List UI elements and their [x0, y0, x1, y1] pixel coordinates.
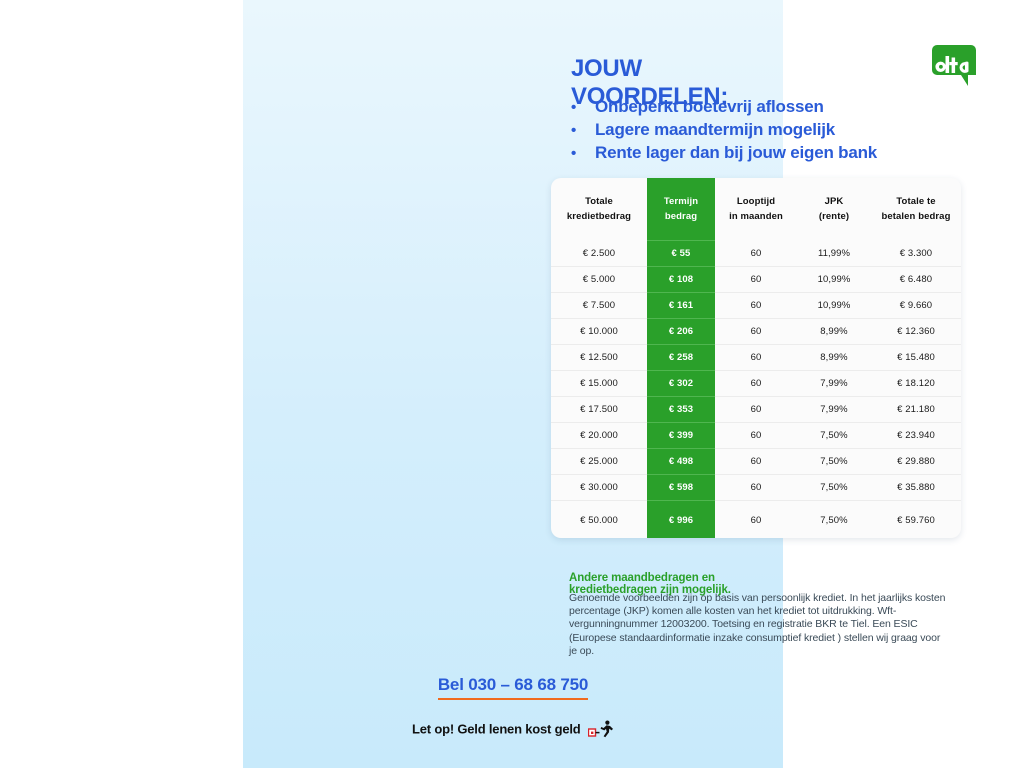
footer-disclaimer: Genoemde voorbeelden zijn op basis van p…	[569, 592, 946, 657]
cell-totaal: € 18.120	[871, 370, 961, 397]
table-row: € 5.000 € 108 60 10,99% € 6.480	[551, 266, 961, 293]
cell-totaal: € 21.180	[871, 396, 961, 423]
rates-table-card: Totale kredietbedrag Termijn bedrag Loop…	[551, 178, 961, 538]
column-header-jpk: JPK (rente)	[818, 196, 850, 223]
list-item: • Onbeperkt boetevrij aflossen	[571, 96, 971, 119]
cell-looptijd: 60	[715, 370, 797, 397]
table-row: € 20.000 € 399 60 7,50% € 23.940	[551, 422, 961, 449]
table-row: € 12.500 € 258 60 8,99% € 15.480	[551, 344, 961, 371]
table-row: € 2.500 € 55 60 11,99% € 3.300	[551, 240, 961, 267]
cell-termijn: € 206	[647, 318, 715, 345]
rates-table: Totale kredietbedrag Termijn bedrag Loop…	[551, 178, 961, 538]
cell-looptijd: 60	[715, 396, 797, 423]
phone-number-link[interactable]: Bel 030 – 68 68 750	[437, 675, 588, 700]
cell-termijn: € 498	[647, 448, 715, 475]
list-item: • Rente lager dan bij jouw eigen bank	[571, 142, 971, 165]
list-item-label: Onbeperkt boetevrij aflossen	[595, 97, 824, 116]
cell-looptijd: 60	[715, 474, 797, 501]
bullet-icon: •	[571, 145, 577, 162]
cell-totaal: € 59.760	[871, 500, 961, 538]
table-body: € 2.500 € 55 60 11,99% € 3.300 € 5.000 €…	[551, 240, 961, 538]
cell-krediet: € 10.000	[551, 318, 647, 345]
column-header-totaal: Totale te betalen bedrag	[881, 196, 951, 223]
cell-jpk: 7,50%	[797, 500, 871, 538]
cell-looptijd: 60	[715, 422, 797, 449]
cell-krediet: € 30.000	[551, 474, 647, 501]
cell-totaal: € 29.880	[871, 448, 961, 475]
table-header: Totale kredietbedrag Termijn bedrag Loop…	[551, 178, 961, 241]
cell-jpk: 10,99%	[797, 266, 871, 293]
credit-warning-label: Let op! Geld lenen kost geld	[412, 721, 581, 737]
cell-termijn: € 108	[647, 266, 715, 293]
cell-termijn: € 399	[647, 422, 715, 449]
cell-totaal: € 35.880	[871, 474, 961, 501]
bullet-icon: •	[571, 99, 577, 116]
table-row: € 17.500 € 353 60 7,99% € 21.180	[551, 396, 961, 423]
table-header-row: Totale kredietbedrag Termijn bedrag Loop…	[551, 178, 961, 241]
cell-looptijd: 60	[750, 247, 762, 259]
cell-jpk: 10,99%	[797, 292, 871, 319]
column-header-looptijd: Looptijd in maanden	[729, 196, 783, 223]
table-row: € 7.500 € 161 60 10,99% € 9.660	[551, 292, 961, 319]
cell-jpk: 7,50%	[797, 474, 871, 501]
running-man-icon	[587, 720, 614, 738]
cell-jpk: 8,99%	[797, 318, 871, 345]
table-row: € 15.000 € 302 60 7,99% € 18.120	[551, 370, 961, 397]
cell-krediet: € 50.000	[551, 500, 647, 538]
cell-jpk: 7,50%	[797, 448, 871, 475]
cell-totaal: € 6.480	[871, 266, 961, 293]
cell-looptijd: 60	[715, 500, 797, 538]
list-item-label: Lagere maandtermijn mogelijk	[595, 120, 836, 139]
cell-termijn: € 55	[647, 240, 715, 267]
cell-krediet: € 7.500	[551, 292, 647, 319]
page-title: JOUW VOORDELEN:	[571, 55, 729, 110]
cell-termijn: € 258	[647, 344, 715, 371]
table-row: € 10.000 € 206 60 8,99% € 12.360	[551, 318, 961, 345]
cell-looptijd: 60	[715, 266, 797, 293]
cell-jpk: 7,50%	[797, 422, 871, 449]
cell-krediet: € 2.500	[582, 247, 616, 259]
cell-looptijd: 60	[715, 292, 797, 319]
cell-krediet: € 20.000	[551, 422, 647, 449]
cell-termijn: € 302	[647, 370, 715, 397]
table-row: € 25.000 € 498 60 7,50% € 29.880	[551, 448, 961, 475]
column-header-krediet: Totale kredietbedrag	[566, 196, 632, 223]
list-item-label: Rente lager dan bij jouw eigen bank	[595, 143, 878, 162]
cell-jpk: 7,99%	[797, 396, 871, 423]
dtc-logo-icon	[932, 45, 976, 86]
list-item: • Lagere maandtermijn mogelijk	[571, 119, 971, 142]
table-row: € 30.000 € 598 60 7,50% € 35.880	[551, 474, 961, 501]
cell-krediet: € 15.000	[551, 370, 647, 397]
cell-krediet: € 17.500	[551, 396, 647, 423]
cell-krediet: € 12.500	[551, 344, 647, 371]
phone-cta[interactable]: Bel 030 – 68 68 750	[243, 675, 783, 700]
dtc-logo	[932, 45, 976, 89]
cell-krediet: € 5.000	[551, 266, 647, 293]
cell-termijn: € 598	[647, 474, 715, 501]
cell-looptijd: 60	[715, 448, 797, 475]
cell-looptijd: 60	[715, 344, 797, 371]
footer-heading: Andere maandbedragen en kredietbedragen …	[569, 572, 731, 596]
cell-termijn: € 161	[647, 292, 715, 319]
column-header-termijn: Termijn bedrag	[647, 178, 715, 241]
cell-totaal: € 3.300	[899, 247, 933, 259]
cell-totaal: € 15.480	[871, 344, 961, 371]
benefits-list: • Onbeperkt boetevrij aflossen • Lagere …	[571, 96, 971, 165]
cell-totaal: € 12.360	[871, 318, 961, 345]
cell-termijn: € 996	[647, 500, 715, 538]
cell-totaal: € 23.940	[871, 422, 961, 449]
cell-jpk: 8,99%	[797, 344, 871, 371]
cell-termijn: € 353	[647, 396, 715, 423]
table-row: € 50.000 € 996 60 7,50% € 59.760	[551, 500, 961, 538]
cell-totaal: € 9.660	[871, 292, 961, 319]
credit-warning: Let op! Geld lenen kost geld	[243, 720, 783, 738]
cell-jpk: 11,99%	[817, 247, 851, 259]
cell-krediet: € 25.000	[551, 448, 647, 475]
bullet-icon: •	[571, 122, 577, 139]
cell-jpk: 7,99%	[797, 370, 871, 397]
cell-looptijd: 60	[715, 318, 797, 345]
poster-panel: JOUW VOORDELEN: • Onbeperkt boetevrij af…	[243, 0, 976, 768]
